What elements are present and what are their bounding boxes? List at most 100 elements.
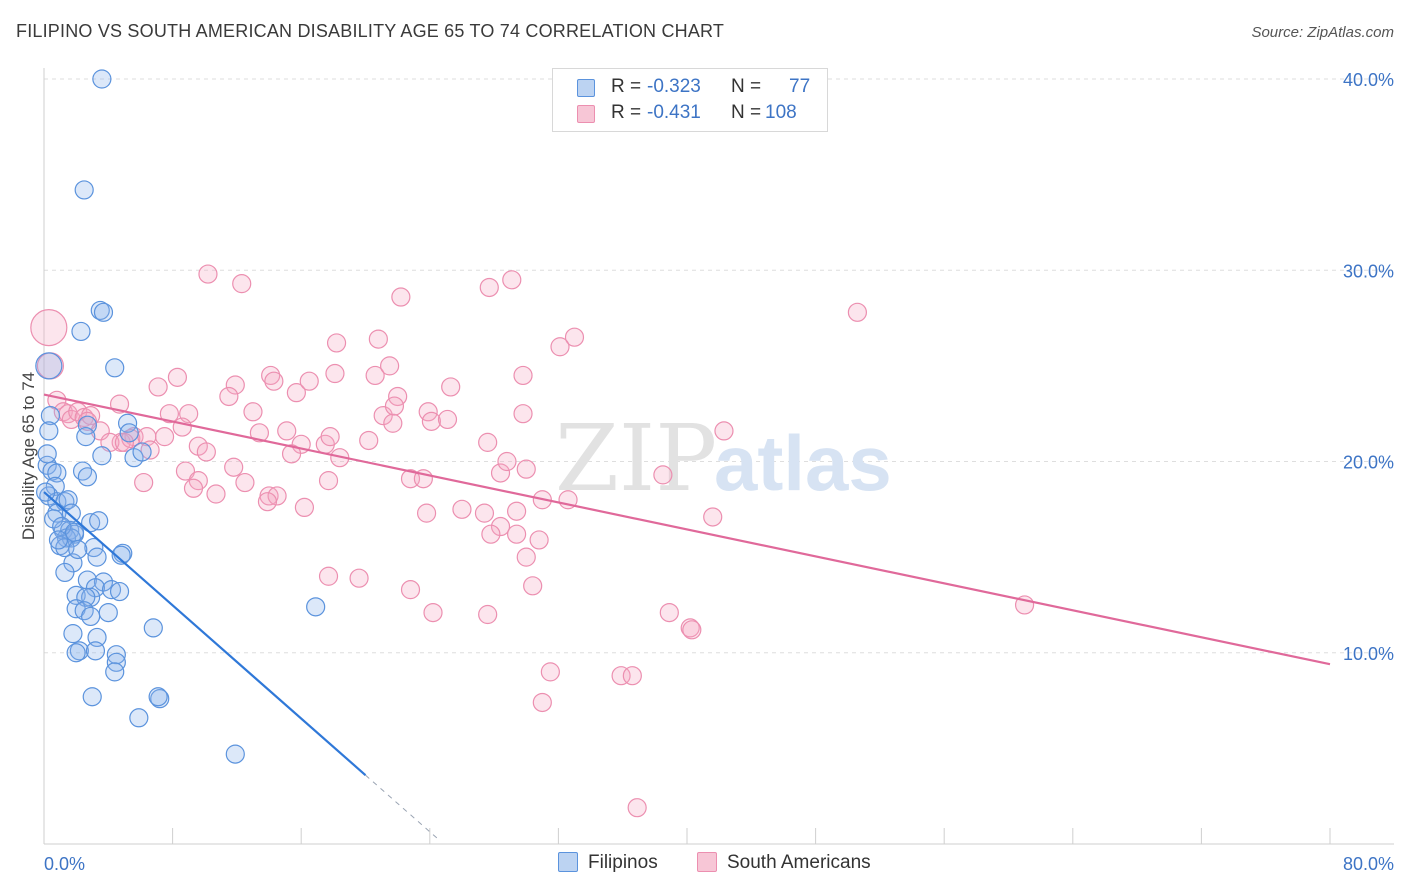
filipinos-point — [101, 580, 122, 600]
south-americans-point — [243, 402, 263, 422]
south-americans-point — [148, 377, 168, 397]
filipinos-point — [132, 442, 152, 462]
south-americans-point — [481, 524, 501, 544]
axes — [43, 68, 1394, 845]
south-americans-point — [320, 427, 340, 447]
south-americans-point — [219, 386, 239, 407]
filipinos-point — [63, 624, 83, 644]
filipinos-point — [68, 539, 88, 560]
south-americans-point — [167, 367, 188, 387]
filipinos-point — [306, 597, 326, 617]
filipinos-point — [105, 662, 125, 682]
filipinos-point — [77, 467, 98, 487]
south-americans-legend-label: South Americans — [727, 852, 871, 873]
south-americans-point — [507, 524, 527, 544]
filipinos-point — [98, 602, 118, 623]
south-americans-point — [264, 371, 284, 391]
legend-n-value: 77 — [789, 76, 811, 97]
bottom-legend-filipinos: Filipinos — [558, 852, 658, 874]
filipinos-point — [143, 618, 163, 638]
y-tick-label: 30.0% — [1343, 261, 1394, 281]
south-americans-point — [172, 417, 192, 437]
filipinos-point — [71, 321, 91, 342]
south-americans-point — [490, 516, 511, 537]
south-americans-point — [267, 486, 287, 506]
south-americans-point — [611, 666, 631, 686]
south-americans-point — [523, 576, 543, 596]
filipinos-point — [81, 606, 101, 627]
filipinos-point — [40, 406, 61, 426]
south-americans-point — [154, 427, 175, 447]
south-americans-point — [326, 333, 347, 353]
filipinos-point — [119, 423, 139, 443]
filipinos-point — [82, 687, 102, 707]
south-americans-point — [224, 457, 244, 477]
filipinos-trendline-extension — [365, 774, 440, 841]
south-americans-point — [622, 666, 642, 686]
south-americans-point — [206, 484, 226, 504]
filipinos-point — [39, 421, 59, 441]
filipinos-point — [48, 530, 69, 550]
south-americans-point — [659, 602, 679, 623]
south-americans-point — [540, 662, 560, 682]
filipinos-point — [35, 352, 63, 380]
south-americans-point — [159, 404, 179, 424]
south-americans-point — [532, 692, 552, 713]
south-americans-point — [653, 465, 673, 485]
south-americans-point — [513, 404, 533, 424]
filipinos-legend-swatch — [558, 852, 578, 872]
south-americans-point — [423, 602, 443, 623]
legend-r-value: -0.323 — [647, 76, 701, 97]
south-americans-point — [183, 478, 204, 498]
south-americans-point — [564, 327, 585, 347]
filipinos-point — [106, 645, 126, 665]
filipinos-point — [74, 180, 94, 200]
watermark-zip: ZIP — [555, 405, 717, 512]
filipinos-swatch — [577, 79, 595, 97]
south-americans-trendline — [43, 393, 1331, 666]
south-americans-point — [383, 413, 403, 433]
south-americans-point — [286, 383, 306, 403]
south-americans-point — [507, 501, 527, 521]
south-americans-point — [249, 423, 270, 443]
filipinos-point — [117, 413, 138, 433]
filipinos-point — [93, 302, 114, 322]
south-americans-swatch — [577, 105, 595, 123]
south-americans-point — [497, 451, 517, 472]
filipinos-point — [66, 643, 86, 663]
south-americans-point — [318, 471, 339, 491]
south-americans-point — [627, 798, 647, 818]
filipinos-point — [109, 581, 130, 602]
south-americans-point — [516, 547, 536, 567]
y-axis-label: Disability Age 65 to 74 — [19, 372, 38, 540]
filipinos-point — [44, 509, 64, 529]
south-americans-point — [437, 409, 458, 430]
legend-n-value: 108 — [765, 102, 797, 123]
south-americans-point — [277, 421, 297, 441]
legend-n-label: N = — [731, 102, 762, 123]
filipinos-point — [61, 503, 81, 523]
south-americans-point — [847, 302, 867, 322]
south-americans-point — [490, 463, 511, 483]
south-americans-point — [714, 421, 734, 441]
y-tick-label: 20.0% — [1343, 453, 1394, 473]
filipinos-point — [92, 69, 112, 89]
south-americans-point — [294, 497, 315, 517]
filipinos-point — [111, 545, 131, 565]
south-americans-points — [30, 264, 1035, 818]
tick-labels: 10.0% 20.0% 30.0% 40.0% 0.0% 80.0% — [44, 70, 1394, 874]
south-americans-point — [114, 432, 134, 452]
watermark: ZIP atlas — [555, 405, 892, 512]
south-americans-point — [299, 371, 319, 391]
watermark-atlas: atlas — [714, 419, 892, 507]
south-americans-point — [325, 363, 345, 384]
south-americans-point — [421, 411, 442, 431]
south-americans-point — [198, 264, 218, 284]
south-americans-legend-swatch — [697, 852, 717, 872]
south-americans-point — [257, 492, 278, 512]
bottom-legend-south-americans: South Americans — [697, 852, 871, 874]
south-americans-point — [391, 287, 411, 307]
south-americans-point — [474, 503, 495, 523]
south-americans-point — [140, 440, 160, 460]
